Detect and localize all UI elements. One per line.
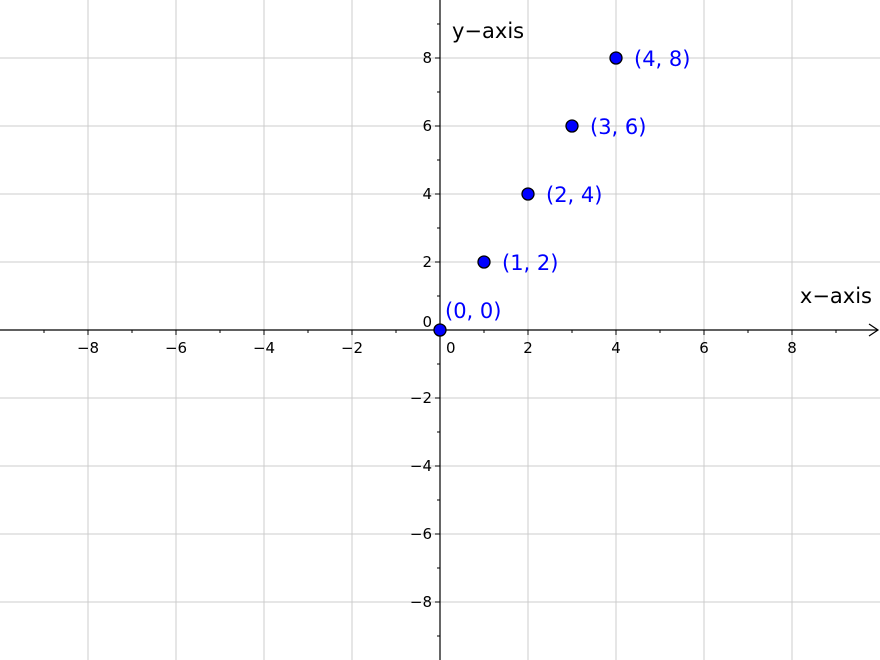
y-tick-label: 0 bbox=[422, 313, 432, 331]
x-tick-label: −6 bbox=[165, 339, 187, 357]
data-point bbox=[433, 323, 447, 337]
data-point bbox=[565, 119, 579, 133]
x-tick-label: 0 bbox=[446, 339, 456, 357]
data-point bbox=[609, 51, 623, 65]
data-point bbox=[521, 187, 535, 201]
data-point bbox=[477, 255, 491, 269]
y-axis-title: y−axis bbox=[452, 19, 524, 43]
point-label: (3, 6) bbox=[590, 115, 646, 139]
data-points: (0, 0)(1, 2) (2, 4) (3, 6) (4, 8) bbox=[433, 47, 690, 337]
x-tick-label: −8 bbox=[77, 339, 99, 357]
x-tick-label: −2 bbox=[341, 339, 363, 357]
x-axis-arrow-icon bbox=[868, 323, 880, 337]
point-label: (0, 0) bbox=[445, 299, 501, 323]
x-tick-label: −4 bbox=[253, 339, 275, 357]
y-tick-label: −6 bbox=[410, 525, 432, 543]
y-tick-label: −4 bbox=[410, 457, 432, 475]
tick-labels: −8 −6 −4 −2 0 2 4 6 8 −8 −6 −4 −2 0 2 4 6 8 bbox=[77, 49, 797, 611]
point-label: (2, 4) bbox=[546, 183, 602, 207]
x-tick-label: 8 bbox=[787, 339, 797, 357]
y-tick-label: −8 bbox=[410, 593, 432, 611]
x-tick-label: 2 bbox=[523, 339, 533, 357]
y-tick-label: 8 bbox=[422, 49, 432, 67]
y-tick-label: 4 bbox=[422, 185, 432, 203]
y-tick-label: 6 bbox=[422, 117, 432, 135]
x-axis-title: x−axis bbox=[800, 284, 872, 308]
x-tick-label: 6 bbox=[699, 339, 709, 357]
point-label: (1, 2) bbox=[502, 251, 558, 275]
y-tick-label: 2 bbox=[422, 253, 432, 271]
point-label: (4, 8) bbox=[634, 47, 690, 71]
x-tick-label: 4 bbox=[611, 339, 621, 357]
y-tick-label: −2 bbox=[410, 389, 432, 407]
